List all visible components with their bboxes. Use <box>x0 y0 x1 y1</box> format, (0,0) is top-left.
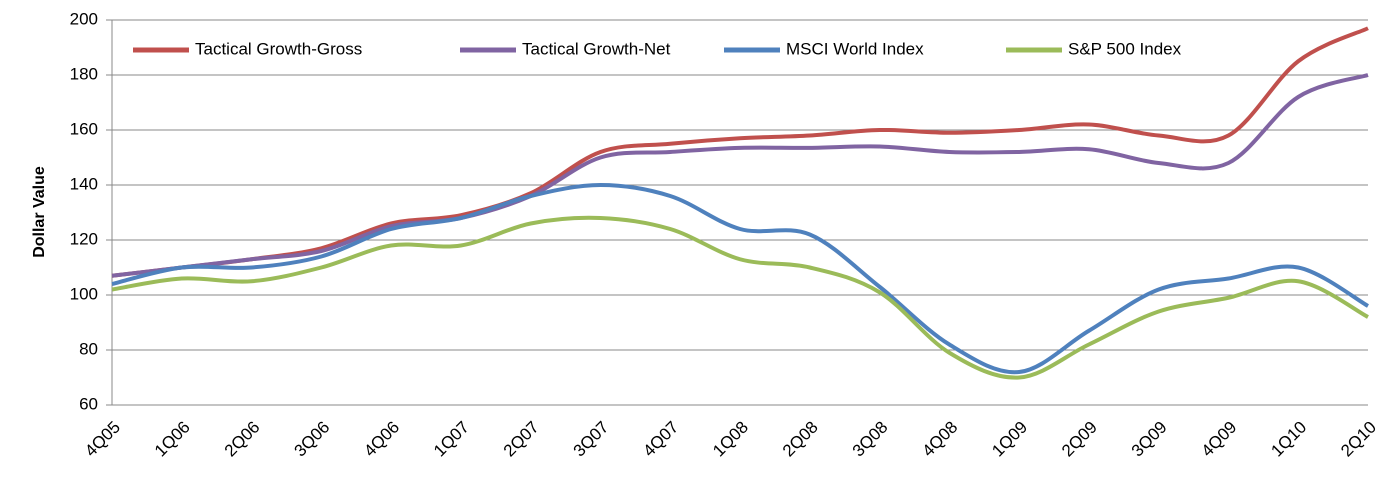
x-tick-label: 4Q08 <box>918 418 961 461</box>
series-line <box>111 26 1369 278</box>
x-tick-label: 4Q07 <box>639 418 682 461</box>
x-tick-label: 4Q05 <box>81 418 124 461</box>
x-tick-label: 3Q08 <box>849 418 892 461</box>
x-tick-label: 2Q10 <box>1337 418 1380 461</box>
x-tick-label: 2Q08 <box>779 418 822 461</box>
y-tick-label: 60 <box>79 394 98 413</box>
x-tick-label: 3Q09 <box>1128 418 1171 461</box>
x-tick-label: 1Q09 <box>988 418 1031 461</box>
x-tick-label: 4Q09 <box>1198 418 1241 461</box>
legend-label: S&P 500 Index <box>1068 39 1182 58</box>
y-tick-label: 180 <box>70 64 98 83</box>
x-tick-label: 1Q07 <box>430 418 473 461</box>
x-tick-label: 3Q06 <box>290 418 333 461</box>
legend-label: Tactical Growth-Net <box>522 39 671 58</box>
y-tick-label: 100 <box>70 284 98 303</box>
x-tick-label: 2Q06 <box>221 418 264 461</box>
y-tick-label: 140 <box>70 174 98 193</box>
y-tick-label: 160 <box>70 119 98 138</box>
series-line <box>111 182 1370 375</box>
x-tick-label: 1Q06 <box>151 418 194 461</box>
x-tick-label: 4Q06 <box>360 418 403 461</box>
x-tick-label: 1Q10 <box>1267 418 1310 461</box>
x-tick-label: 1Q08 <box>709 418 752 461</box>
series-line <box>111 73 1369 278</box>
y-tick-label: 200 <box>70 9 98 28</box>
x-tick-label: 2Q07 <box>500 418 543 461</box>
y-axis-label: Dollar Value <box>31 166 48 258</box>
y-tick-label: 80 <box>79 339 98 358</box>
legend-label: Tactical Growth-Gross <box>195 39 362 58</box>
y-tick-label: 120 <box>70 229 98 248</box>
x-tick-label: 3Q07 <box>570 418 613 461</box>
legend-label: MSCI World Index <box>786 39 924 58</box>
x-tick-label: 2Q09 <box>1058 418 1101 461</box>
series-line <box>111 215 1369 380</box>
